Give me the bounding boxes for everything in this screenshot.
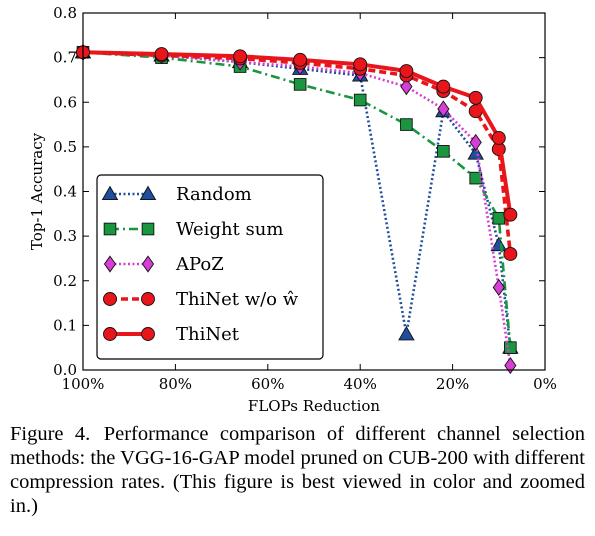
chart-canvas: 100% 80% 60% 40% 20% 0% 0.0 0.1 0.2 0.3 0.4 0.5 0.6 0…: [28, 4, 557, 415]
legend-marker-0-b: [139, 185, 157, 201]
y-axis-label: Top-1 Accuracy: [28, 132, 46, 250]
y-tick-label: 0.3: [53, 227, 77, 245]
y-tick-label: 0.4: [53, 183, 77, 201]
chart-figure: 100% 80% 60% 40% 20% 0% 0.0 0.1 0.2 0.3 0.4 0.5 0.6 0…: [10, 4, 585, 517]
legend-marker-2-b: [141, 255, 155, 273]
series-line-3: [82, 50, 513, 255]
series-line-1: [82, 50, 512, 348]
legend-label-1: Weight sum: [176, 219, 283, 240]
legend-marker-4-b: [141, 327, 155, 341]
legend-marker-2: [103, 255, 117, 273]
legend-box: [96, 174, 324, 360]
series-1-point-5: [400, 118, 413, 131]
x-tick-label: 60%: [251, 375, 284, 393]
series-2-point-8: [492, 278, 505, 297]
x-tick-label: 40%: [344, 375, 377, 393]
series-1-point-6: [437, 145, 450, 158]
x-tick-label: 100%: [62, 375, 105, 393]
series-2-point-7: [469, 133, 482, 151]
series-0-point-7: [467, 145, 484, 160]
x-axis-label: FLOPs Reduction: [248, 397, 381, 415]
series-2-point-6: [437, 100, 450, 118]
series-4-point-9: [503, 207, 518, 222]
caption-label: Figure 4.: [10, 423, 91, 445]
legend: Random Weight sum APoZ ThiNet w/o ŵ ThiNet: [96, 174, 324, 360]
series-4-point-8: [491, 130, 506, 145]
legend-label-0: Random: [176, 184, 252, 205]
series-4-point-3: [293, 52, 308, 67]
legend-marker-1: [103, 222, 117, 236]
series-4-point-4: [353, 57, 368, 72]
series-2-point-5: [400, 78, 413, 96]
caption-text: Performance comparison of different chan…: [10, 423, 585, 517]
y-tick-label: 0.8: [53, 4, 77, 22]
y-tick-label: 0.1: [53, 316, 77, 334]
series-3-point-9: [503, 247, 518, 261]
series-1-point-7: [469, 171, 483, 185]
x-tick-label: 20%: [436, 375, 469, 393]
series-0-point-5: [398, 325, 415, 341]
legend-marker-0: [101, 185, 119, 201]
series-4: [76, 45, 518, 222]
series-4-point-7: [468, 90, 483, 105]
series-4-point-2: [233, 49, 248, 64]
series-line-2: [82, 50, 512, 366]
series-line-4: [82, 50, 513, 216]
series-1-point-8: [492, 211, 506, 225]
figure-caption: Figure 4. Performance comparison of diff…: [10, 422, 585, 518]
y-tick-label: 0.6: [53, 93, 77, 111]
series-2-point-9: [504, 356, 517, 375]
y-tick-label: 0.2: [53, 272, 77, 290]
legend-marker-3: [103, 292, 117, 306]
x-tick-label: 80%: [159, 375, 192, 393]
legend-marker-1-b: [141, 222, 155, 236]
legend-label-2: APoZ: [175, 254, 224, 275]
series-1-point-4: [353, 93, 367, 107]
y-tick-label: 0.5: [53, 138, 77, 156]
legend-label-4: ThiNet: [176, 324, 240, 345]
series-4-point-6: [436, 79, 451, 94]
series-4-point-1: [154, 47, 169, 62]
series-1-point-3: [293, 78, 307, 91]
legend-marker-3-b: [141, 292, 155, 306]
y-tick-label: 0.0: [53, 361, 77, 379]
series-1-point-9: [504, 341, 517, 354]
legend-label-3: ThiNet w/o ŵ: [176, 289, 299, 310]
legend-marker-4: [103, 327, 117, 341]
y-tick-label: 0.7: [53, 49, 77, 67]
x-tick-label: 0%: [533, 375, 557, 393]
series-4-point-5: [399, 64, 414, 78]
